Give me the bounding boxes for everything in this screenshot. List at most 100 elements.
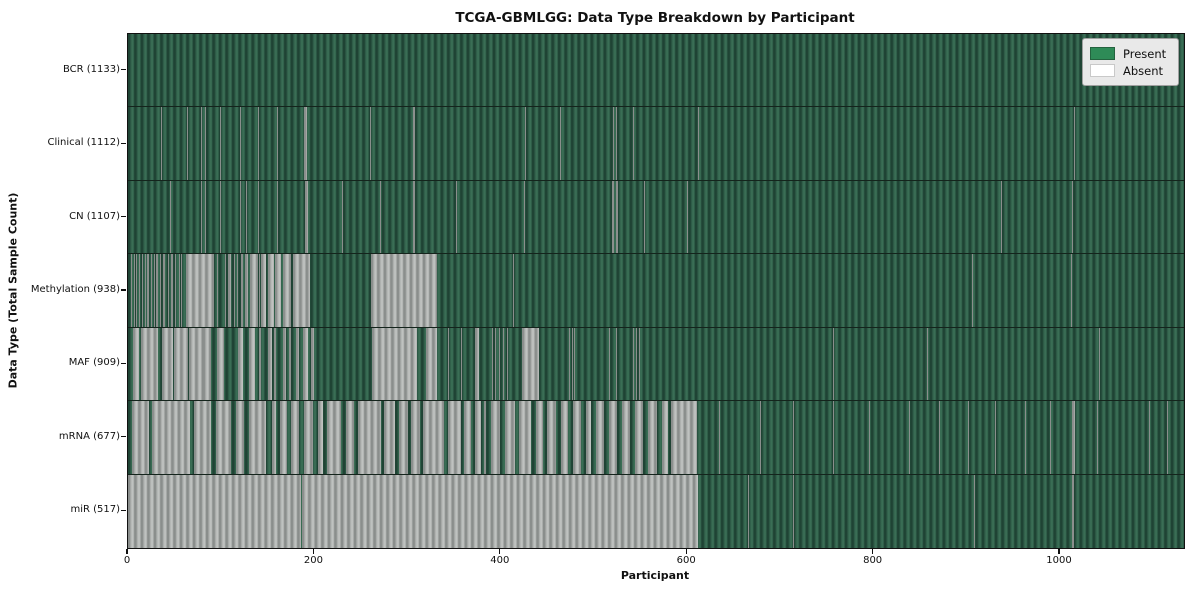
absent-run (371, 254, 438, 327)
absent-run (169, 180, 171, 254)
absent-run (868, 401, 870, 474)
absent-run (131, 401, 150, 474)
absent-run (271, 401, 277, 474)
absent-run (456, 180, 457, 254)
absent-run (379, 180, 381, 254)
x-tick-label-1000: 1000 (1046, 555, 1072, 566)
y-tick (121, 215, 126, 218)
absent-run (1072, 180, 1074, 254)
absent-run (490, 327, 492, 401)
absent-run (216, 327, 224, 401)
y-tick (121, 436, 126, 438)
y-tick-label-Methylation: Methylation (938) (30, 284, 120, 295)
absent-run (133, 254, 135, 327)
absent-run (279, 401, 288, 474)
absent-run (671, 401, 698, 474)
x-tick (872, 549, 874, 554)
absent-run (1072, 401, 1075, 474)
absent-run (512, 254, 514, 327)
absent-run (275, 254, 281, 327)
absent-run (536, 401, 543, 474)
y-tick (121, 69, 126, 71)
y-tick-label-mRNA: mRNA (677) (58, 430, 120, 442)
absent-run (346, 401, 355, 474)
absent-run (571, 327, 573, 401)
absent-run (128, 474, 302, 548)
absent-swatch-icon (1090, 64, 1115, 77)
absent-run (568, 327, 570, 401)
absent-run (585, 401, 592, 474)
absent-run (159, 254, 161, 327)
legend-item-present: Present (1090, 45, 1170, 62)
absent-run (194, 401, 211, 474)
absent-run (633, 327, 635, 401)
absent-run (318, 401, 323, 474)
absent-run (258, 180, 260, 254)
absent-run (595, 401, 605, 474)
absent-run (277, 180, 279, 254)
x-tick (312, 549, 314, 554)
absent-run (237, 327, 243, 401)
absent-run (474, 401, 482, 474)
absent-run (261, 254, 266, 327)
absent-run (186, 107, 188, 180)
absent-run (173, 327, 188, 401)
absent-run (244, 254, 249, 327)
absent-run (292, 254, 310, 327)
absent-run (718, 401, 720, 474)
absent-run (522, 327, 540, 401)
absent-run (303, 327, 308, 401)
absent-run (249, 327, 255, 401)
absent-run (561, 401, 568, 474)
absent-run (239, 107, 241, 180)
absent-run (200, 180, 202, 254)
absent-run (929, 180, 931, 254)
absent-run (492, 327, 494, 401)
matrix-row-BCR (128, 34, 1184, 108)
matrix-row-Clinical (128, 107, 1184, 181)
absent-run (310, 327, 315, 401)
absent-run (635, 327, 637, 401)
absent-run (304, 401, 313, 474)
y-tick (121, 509, 126, 511)
y-tick (121, 142, 126, 144)
absent-run (146, 254, 149, 327)
absent-run (185, 254, 214, 327)
absent-run (525, 107, 526, 180)
absent-run (747, 474, 749, 548)
absent-run (144, 254, 146, 327)
absent-run (498, 327, 500, 401)
absent-run (1097, 401, 1099, 474)
absent-run (139, 254, 141, 327)
absent-run (151, 254, 153, 327)
absent-run (612, 107, 614, 180)
absent-run (277, 107, 279, 180)
absent-run (1167, 401, 1169, 474)
chart-title: TCGA-GBMLGG: Data Type Breakdown by Part… (455, 10, 855, 26)
absent-run (274, 327, 277, 401)
absent-run (237, 254, 238, 327)
absent-run (1049, 401, 1051, 474)
absent-run (411, 401, 420, 474)
matrix-row-miR (128, 474, 1184, 548)
absent-run (179, 254, 181, 327)
absent-run (648, 401, 658, 474)
absent-run (1148, 401, 1150, 474)
absent-run (136, 254, 138, 327)
absent-run (710, 401, 712, 474)
absent-run (524, 180, 526, 254)
absent-run (132, 327, 140, 401)
matrix-row-mRNA (128, 401, 1184, 475)
absent-run (239, 180, 241, 254)
absent-run (249, 401, 266, 474)
absent-run (220, 180, 222, 254)
absent-run (560, 107, 562, 180)
absent-run (215, 401, 232, 474)
absent-run (170, 254, 173, 327)
absent-run (967, 401, 969, 474)
matrix-row-MAF (128, 327, 1184, 402)
absent-run (413, 107, 416, 180)
absent-run (161, 327, 173, 401)
absent-run (926, 327, 928, 401)
absent-run (1001, 180, 1003, 254)
